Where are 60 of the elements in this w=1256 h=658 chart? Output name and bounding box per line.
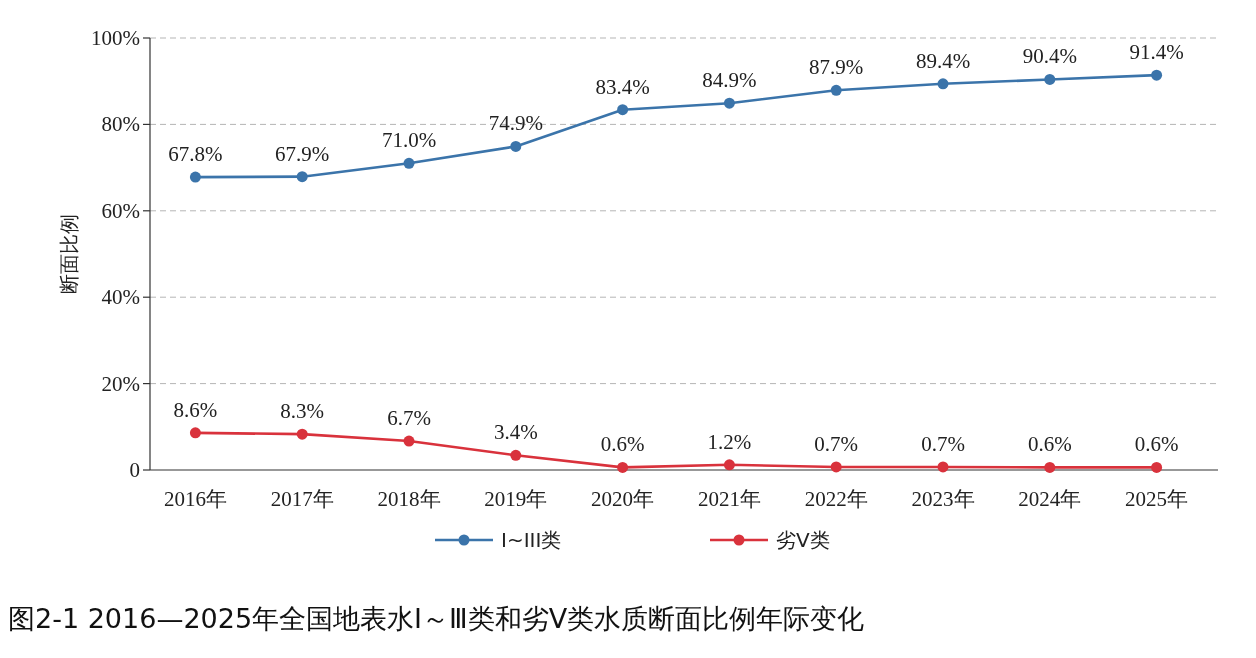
point — [937, 78, 949, 90]
point — [723, 459, 735, 471]
x-tick-label: 2018年 — [377, 487, 441, 511]
data-label: 0.7% — [814, 431, 859, 456]
y-tick-label: 0 — [129, 458, 140, 482]
point — [937, 461, 949, 473]
point — [1044, 461, 1056, 473]
y-tick-label: 80% — [101, 112, 140, 137]
y-tick-label: 20% — [101, 371, 140, 396]
point — [617, 104, 629, 116]
point — [830, 461, 842, 473]
data-label: 90.4% — [1022, 44, 1077, 69]
y-tick-label: 60% — [101, 198, 140, 223]
point — [510, 140, 522, 152]
data-label: 87.9% — [809, 55, 864, 80]
point — [510, 449, 522, 461]
x-tick-label: 2016年 — [163, 487, 227, 511]
x-tick-label: 2022年 — [804, 487, 868, 511]
data-label: 83.4% — [595, 74, 650, 99]
y-tick-label: 100% — [91, 26, 140, 50]
point — [403, 157, 415, 169]
data-label: 8.3% — [280, 399, 325, 424]
point — [189, 427, 201, 439]
data-label: 0.6% — [600, 432, 645, 457]
x-tick-label: 2020年 — [591, 487, 655, 511]
data-label: 0.7% — [921, 431, 965, 456]
x-tick-label: 2017年 — [270, 487, 334, 511]
text: 图2-1 2016—2025年全国地表水Ⅰ～Ⅲ类和劣Ⅴ类水质断面比例年际变化 — [8, 603, 865, 634]
point — [1151, 69, 1163, 81]
data-label: 84.9% — [702, 68, 757, 93]
data-label: 3.4% — [493, 420, 538, 445]
data-label: 71.0% — [381, 128, 437, 153]
data-label: 8.6% — [173, 397, 218, 422]
legend-label: I~III类 — [501, 528, 562, 552]
data-label: 89.4% — [915, 48, 971, 73]
data-label: 6.7% — [387, 406, 431, 431]
point — [189, 171, 201, 183]
data-label: 1.2% — [707, 429, 752, 454]
data-label: 74.9% — [488, 111, 543, 136]
point — [830, 84, 842, 96]
y-axis-title: 断面比例 — [57, 214, 81, 294]
x-tick-label: 2025年 — [1125, 487, 1189, 511]
point — [296, 171, 308, 183]
point — [296, 428, 308, 440]
point — [617, 461, 629, 473]
point — [723, 97, 735, 109]
point — [1151, 461, 1163, 473]
legend-label: 劣V类 — [776, 528, 830, 552]
data-label: 91.4% — [1129, 40, 1184, 65]
y-tick-label: 40% — [101, 285, 140, 310]
data-label: 0.6% — [1027, 432, 1072, 457]
x-tick-label: 2021年 — [697, 487, 761, 511]
data-label: 67.9% — [275, 141, 330, 166]
point — [1044, 73, 1056, 85]
x-tick-label: 2024年 — [1018, 487, 1082, 511]
x-tick-label: 2019年 — [484, 487, 548, 511]
x-tick-label: 2023年 — [911, 487, 975, 511]
data-label: 67.8% — [168, 142, 223, 167]
data-label: 0.6% — [1134, 432, 1179, 457]
point — [403, 435, 415, 447]
